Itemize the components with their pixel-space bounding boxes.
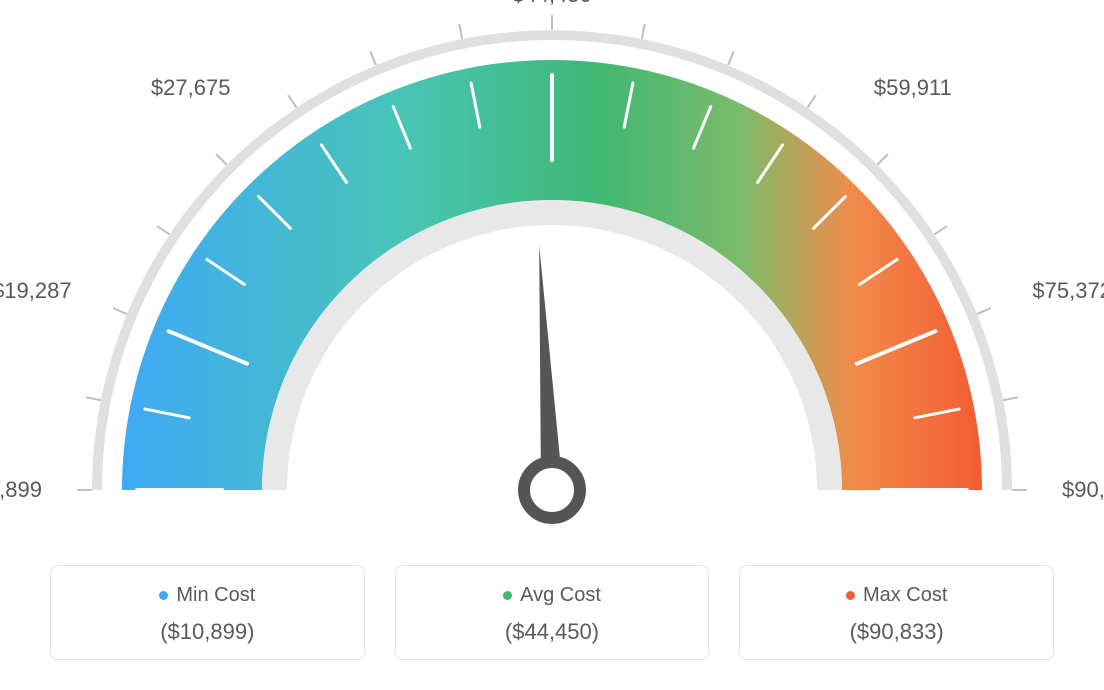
min-cost-value: ($10,899) [61,619,354,645]
max-cost-card: Max Cost ($90,833) [739,565,1054,660]
avg-cost-dot [503,591,512,600]
avg-cost-card: Avg Cost ($44,450) [395,565,710,660]
max-cost-title: Max Cost [863,584,947,607]
max-cost-title-row: Max Cost [750,584,1043,607]
max-cost-dot [846,591,855,600]
min-cost-title: Min Cost [176,584,255,607]
summary-cards: Min Cost ($10,899) Avg Cost ($44,450) Ma… [50,565,1054,660]
gauge-tick-label: $75,372 [1032,278,1104,304]
gauge-tick-label: $27,675 [151,75,231,101]
gauge-tick-label: $19,287 [0,278,72,304]
gauge-tick-label: $90,833 [1062,477,1104,503]
min-cost-card: Min Cost ($10,899) [50,565,365,660]
avg-cost-title-row: Avg Cost [406,584,699,607]
min-cost-dot [159,591,168,600]
min-cost-title-row: Min Cost [61,584,354,607]
gauge-tick-label: $59,911 [874,75,952,101]
avg-cost-value: ($44,450) [406,619,699,645]
gauge-area: $10,899 $19,287 $27,675 $44,450 $59,911 $75,3… [0,0,1104,560]
chart-container: $10,899 $19,287 $27,675 $44,450 $59,911 $75,3… [0,0,1104,690]
max-cost-value: ($90,833) [750,619,1043,645]
avg-cost-title: Avg Cost [520,584,601,607]
gauge-tick-label: $44,450 [512,0,592,8]
gauge-tick-label: $10,899 [0,477,42,503]
